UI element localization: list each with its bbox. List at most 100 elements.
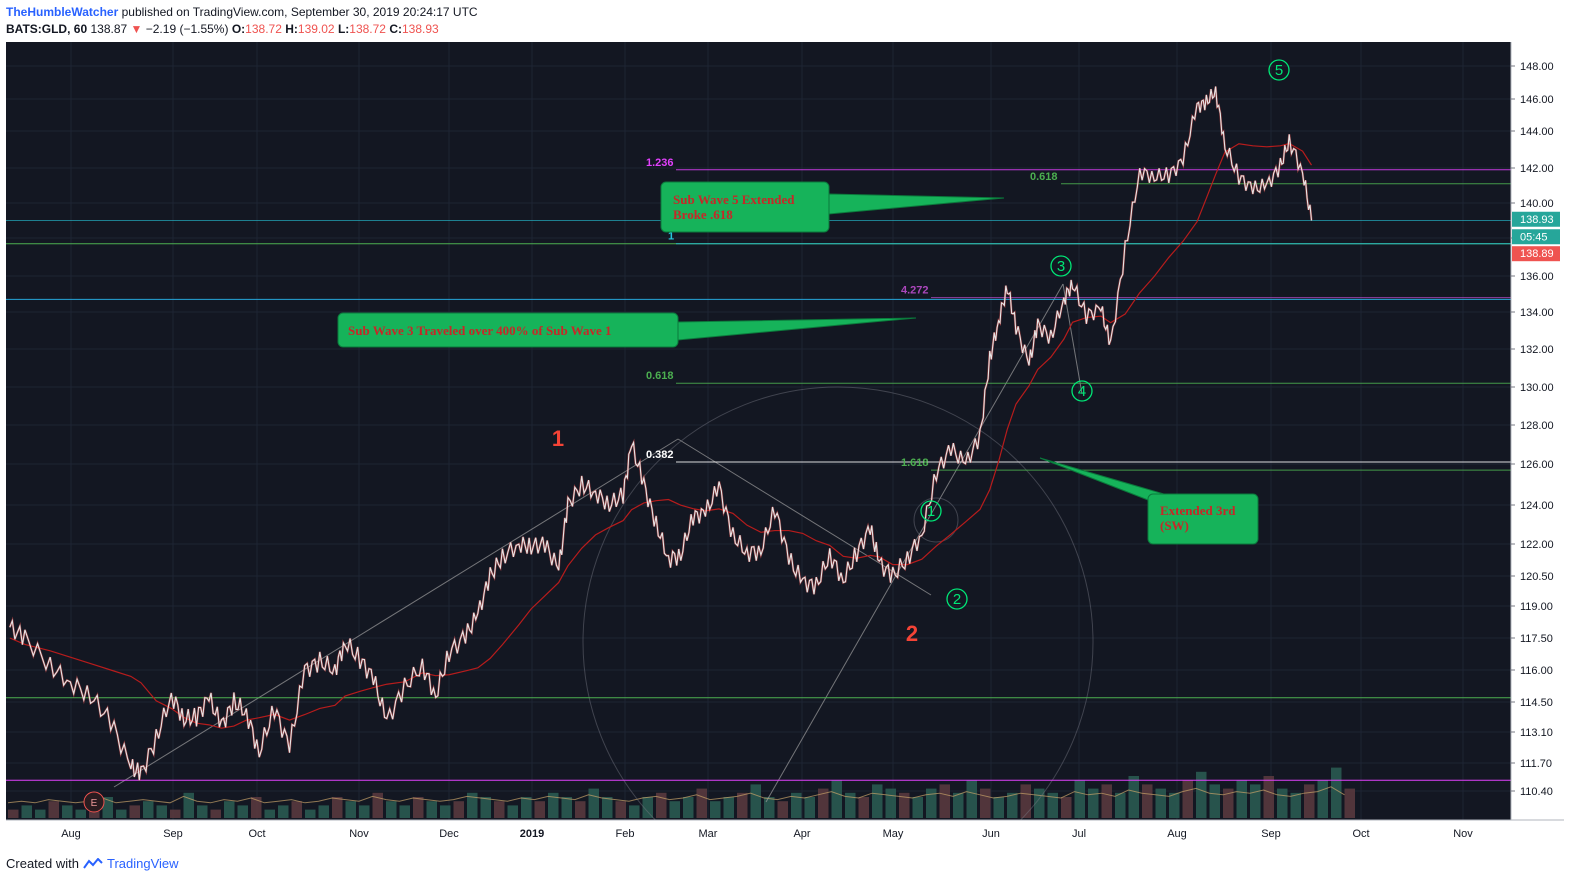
volume-bar	[399, 805, 410, 818]
volume-bar	[494, 801, 505, 818]
close-value: 138.93	[401, 22, 439, 36]
volume-bar	[615, 801, 626, 818]
volume-bar	[737, 792, 748, 818]
wave-label: 1	[552, 426, 564, 451]
wave-circle	[1268, 59, 1290, 81]
symbol-line: BATS:GLD, 60 138.87 ▼ −2.19 (−1.55%) O:1…	[6, 22, 439, 36]
volume-bar	[710, 801, 721, 818]
x-tick-label: Oct	[1352, 828, 1369, 840]
volume-bar	[440, 805, 451, 818]
volume-bar	[1209, 784, 1220, 818]
high-value: 139.02	[297, 22, 335, 36]
volume-bars	[7, 767, 1355, 818]
volume-bar	[1061, 797, 1072, 818]
y-tick-label: 144.00	[1520, 126, 1554, 138]
volume-bar	[237, 805, 248, 818]
volume-bar	[102, 797, 113, 818]
volume-bar	[183, 792, 194, 818]
event-marker[interactable]: E	[83, 791, 105, 813]
callout-text: Extended 3rd	[1160, 503, 1236, 518]
volume-bar	[1250, 784, 1261, 818]
volume-bar	[804, 797, 815, 818]
volume-bar	[1047, 792, 1058, 818]
x-tick-label: Oct	[248, 828, 265, 840]
volume-bar	[264, 809, 275, 818]
price-badge-label: 138.93	[1520, 214, 1554, 226]
last-price: 138.87	[90, 22, 128, 36]
y-tick-label: 148.00	[1520, 61, 1554, 73]
footer: Created with TradingView	[6, 856, 179, 871]
volume-bar	[1344, 788, 1355, 818]
volume-bar	[750, 784, 761, 818]
price-badge	[1512, 229, 1560, 245]
volume-bar	[1196, 771, 1207, 818]
price-chart[interactable]: 1.236 0.618 1 4.272 0.618 0.382 1.618 Sub Wave…	[6, 42, 1564, 846]
callout-text: Broke .618	[673, 207, 733, 222]
volume-bar	[723, 797, 734, 818]
y-tick-label: 114.50	[1520, 697, 1553, 709]
publish-line: TheHumbleWatcher published on TradingVie…	[6, 5, 478, 19]
price-badge-label: 138.89	[1520, 248, 1554, 260]
tradingview-brand[interactable]: TradingView	[106, 856, 179, 871]
wave-circle	[920, 500, 942, 522]
y-tick-label: 128.00	[1520, 420, 1554, 432]
fib-label: 0.382	[646, 449, 674, 461]
volume-bar	[966, 780, 977, 818]
low-label: L:	[337, 22, 350, 36]
x-tick-label: Sep	[163, 828, 183, 840]
price-series	[8, 86, 1313, 781]
y-tick-label: 110.40	[1520, 786, 1553, 798]
y-tick-label: 117.50	[1520, 633, 1553, 645]
volume-bar	[507, 805, 518, 818]
volume-bar	[251, 797, 262, 818]
volume-bar	[872, 784, 883, 818]
volume-bar	[62, 805, 73, 818]
volume-bar	[1317, 780, 1328, 818]
volume-bar	[413, 797, 424, 818]
time-axis[interactable]: Aug Sep Oct Nov Dec 2019 Feb Mar Apr May Jun Jul Aug…	[6, 819, 1564, 846]
wave-label: 3	[1057, 258, 1065, 275]
volume-bar	[1155, 788, 1166, 818]
volume-bar	[467, 792, 478, 818]
y-tick-label: 136.00	[1520, 271, 1554, 283]
volume-bar	[21, 805, 32, 818]
wave-label: 2	[906, 621, 918, 646]
volume-bar	[683, 797, 694, 818]
volume-bar	[791, 792, 802, 818]
price-change: −2.19 (−1.55%)	[145, 22, 229, 36]
price-axis[interactable]: 148.00146.00144.00142.00140.00138.00136.…	[1510, 42, 1564, 846]
volume-bar	[858, 797, 869, 818]
wave-label: 5	[1275, 62, 1283, 79]
volume-bar	[1277, 788, 1288, 818]
low-value: 138.72	[349, 22, 386, 36]
volume-bar	[534, 801, 545, 818]
ma-line	[9, 142, 1313, 729]
volume-bar	[480, 797, 491, 818]
high-label: H:	[285, 22, 298, 36]
wave-label: 2	[953, 591, 961, 608]
volume-bar	[696, 788, 707, 818]
y-tick-label: 111.70	[1520, 758, 1552, 770]
callout-text: (SW)	[1160, 518, 1189, 533]
author-link[interactable]: TheHumbleWatcher	[6, 5, 119, 19]
close-label: C:	[389, 22, 402, 36]
volume-bar	[1088, 788, 1099, 818]
x-tick-label: Aug	[61, 828, 81, 840]
callout-text: Sub Wave 3 Traveled over 400% of Sub Wav…	[348, 323, 612, 338]
volume-bar	[548, 792, 559, 818]
y-tick-label: 124.00	[1520, 500, 1554, 512]
volume-bar	[1101, 784, 1112, 818]
published-text: published on TradingView.com, September …	[121, 5, 478, 19]
y-tick-label: 134.00	[1520, 307, 1554, 319]
volume-bar	[642, 797, 653, 818]
wave-circle	[1050, 255, 1072, 277]
volume-bar	[386, 801, 397, 818]
volume-bar	[1142, 784, 1153, 818]
volume-bar	[1020, 784, 1031, 818]
symbol-name[interactable]: BATS:GLD, 60	[6, 22, 88, 36]
volume-bar	[588, 788, 599, 818]
created-with-text: Created with	[6, 856, 79, 871]
volume-bar	[818, 788, 829, 818]
volume-bar	[764, 797, 775, 818]
